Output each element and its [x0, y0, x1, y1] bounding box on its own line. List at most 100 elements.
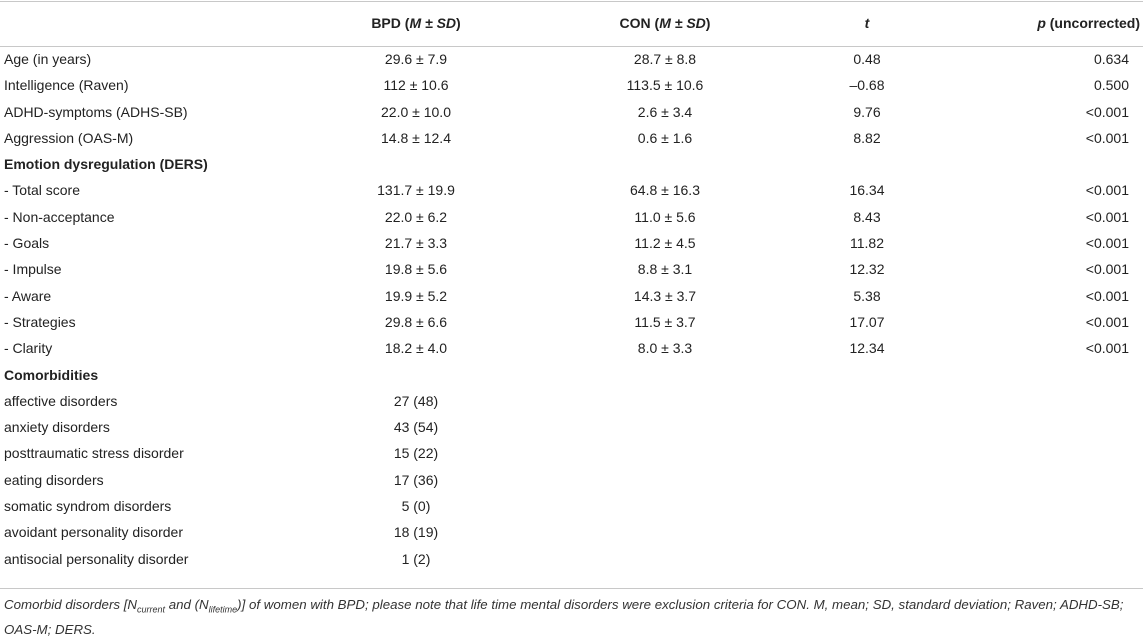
p-value: <0.001 — [1085, 182, 1129, 199]
t-value: 11.82 — [850, 235, 884, 252]
bpd-value: 131.7 ± 19.9 — [377, 182, 455, 199]
table-row: - Goals 21.7 ± 3.3 11.2 ± 4.5 11.82 <0.001 — [0, 231, 1143, 257]
table-row: affective disorders 27 (48) — [0, 389, 1143, 415]
table-body: Age (in years) 29.6 ± 7.9 28.7 ± 8.8 0.48 0.… — [0, 47, 1143, 573]
p-value: <0.001 — [1085, 340, 1129, 357]
con-value: 11.0 ± 5.6 — [634, 208, 696, 225]
table-row: - Aware 19.9 ± 5.2 14.3 ± 3.7 5.38 <0.001 — [0, 284, 1143, 310]
t-value: 8.43 — [853, 208, 881, 225]
footnote-divider — [0, 588, 1143, 589]
p-value: 0.634 — [1093, 51, 1129, 67]
row-label: Emotion dysregulation (DERS) — [4, 156, 208, 173]
table-row: antisocial personality disorder 1 (2) — [0, 547, 1143, 573]
con-value: 113.5 ± 10.6 — [626, 77, 704, 94]
bpd-value: 27 (48) — [393, 392, 439, 409]
row-label: - Clarity — [4, 340, 53, 357]
p-value: <0.001 — [1085, 103, 1129, 120]
t-value: 12.34 — [849, 340, 885, 357]
table-row: - Non-acceptance 22.0 ± 6.2 11.0 ± 5.6 8.43… — [0, 205, 1143, 231]
bpd-value: 112 ± 10.6 — [383, 77, 449, 94]
table-row: Age (in years) 29.6 ± 7.9 28.7 ± 8.8 0.48 0.… — [0, 47, 1143, 73]
p-value: <0.001 — [1085, 129, 1129, 146]
t-value: 16.34 — [849, 182, 885, 199]
con-value: 11.5 ± 3.7 — [634, 313, 696, 330]
bpd-value: 19.8 ± 5.6 — [384, 261, 448, 278]
bpd-value: 17 (36) — [393, 471, 439, 488]
con-value: 64.8 ± 16.3 — [630, 182, 700, 199]
row-label: Aggression (OAS-M) — [4, 129, 134, 146]
table-row: - Impulse 19.8 ± 5.6 8.8 ± 3.1 12.32 <0.001 — [0, 257, 1143, 283]
bpd-value: 43 (54) — [393, 419, 439, 436]
row-label: eating disorders — [4, 471, 104, 488]
header-t: t — [864, 15, 870, 31]
t-value: 9.76 — [853, 103, 881, 120]
p-value: <0.001 — [1085, 208, 1129, 225]
bpd-value: 22.0 ± 6.2 — [384, 208, 448, 225]
table-row: anxiety disorders 43 (54) — [0, 415, 1143, 441]
table-footnote: Comorbid disorders [Ncurrent and (Nlifet… — [4, 597, 1124, 637]
bpd-value: 29.6 ± 7.9 — [384, 51, 448, 67]
header-con: CON (M ± SD) — [619, 15, 711, 31]
row-label: - Strategies — [4, 313, 76, 330]
t-value: 0.48 — [853, 51, 881, 67]
t-value: –0.68 — [849, 77, 885, 94]
row-label: somatic syndrom disorders — [4, 498, 172, 515]
table-row: Intelligence (Raven) 112 ± 10.6 113.5 ± 10… — [0, 73, 1143, 99]
row-label: anxiety disorders — [4, 419, 110, 436]
bpd-value: 1 (2) — [401, 550, 431, 567]
table-row: - Strategies 29.8 ± 6.6 11.5 ± 3.7 17.07 <0.… — [0, 310, 1143, 336]
con-value: 28.7 ± 8.8 — [633, 51, 697, 67]
row-label: antisocial personality disorder — [4, 550, 189, 567]
con-value: 2.6 ± 3.4 — [637, 103, 693, 120]
header-p: p (uncorrected) — [1037, 15, 1140, 31]
table-row: posttraumatic stress disorder 15 (22) — [0, 441, 1143, 467]
con-value: 14.3 ± 3.7 — [633, 287, 697, 304]
row-label: affective disorders — [4, 392, 118, 409]
p-value: <0.001 — [1085, 261, 1129, 278]
row-label: posttraumatic stress disorder — [4, 445, 184, 462]
row-label: - Non-acceptance — [4, 208, 115, 225]
bpd-value: 21.7 ± 3.3 — [384, 235, 448, 252]
table-row: somatic syndrom disorders 5 (0) — [0, 494, 1143, 520]
table-row: avoidant personality disorder 18 (19) — [0, 520, 1143, 546]
row-label: ADHD-symptoms (ADHS-SB) — [4, 103, 188, 120]
row-label: Comorbidities — [4, 366, 99, 383]
row-label: - Total score — [4, 182, 80, 199]
p-value: <0.001 — [1085, 287, 1129, 304]
bpd-value: 29.8 ± 6.6 — [384, 313, 448, 330]
bpd-value: 15 (22) — [393, 445, 439, 462]
con-value: 8.8 ± 3.1 — [637, 261, 693, 278]
con-value: 8.0 ± 3.3 — [637, 340, 693, 357]
row-label: Age (in years) — [4, 51, 92, 67]
row-label: Intelligence (Raven) — [4, 77, 129, 94]
p-value: <0.001 — [1085, 313, 1129, 330]
row-label: - Aware — [4, 287, 52, 304]
t-value: 5.38 — [853, 287, 881, 304]
bpd-value: 14.8 ± 12.4 — [381, 129, 451, 146]
bpd-value: 18 (19) — [393, 524, 439, 541]
table-row: - Total score 131.7 ± 19.9 64.8 ± 16.3 16.3… — [0, 178, 1143, 204]
con-value: 11.2 ± 4.5 — [634, 235, 696, 252]
table-row: - Clarity 18.2 ± 4.0 8.0 ± 3.3 12.34 <0.001 — [0, 336, 1143, 362]
row-label: avoidant personality disorder — [4, 524, 183, 541]
bpd-value: 22.0 ± 10.0 — [381, 103, 451, 120]
p-value: <0.001 — [1085, 235, 1129, 252]
table-row: ADHD-symptoms (ADHS-SB) 22.0 ± 10.0 2.6 ± … — [0, 100, 1143, 126]
table-row: eating disorders 17 (36) — [0, 468, 1143, 494]
header-bpd: BPD (M ± SD) — [371, 15, 461, 31]
row-label: - Goals — [4, 235, 50, 252]
bpd-value: 5 (0) — [401, 498, 431, 515]
t-value: 17.07 — [849, 313, 885, 330]
bpd-value: 18.2 ± 4.0 — [384, 340, 448, 357]
p-value: 0.500 — [1093, 77, 1129, 94]
t-value: 8.82 — [853, 129, 881, 146]
table-header: BPD (M ± SD) CON (M ± SD) t p (uncorrect… — [0, 1, 1143, 47]
row-label: - Impulse — [4, 261, 62, 278]
t-value: 12.32 — [849, 261, 885, 278]
bpd-value: 19.9 ± 5.2 — [384, 287, 448, 304]
results-table: BPD (M ± SD) CON (M ± SD) t p (uncorrect… — [0, 1, 1143, 573]
table-row: Aggression (OAS-M) 14.8 ± 12.4 0.6 ± 1.6 8.… — [0, 126, 1143, 152]
section-row: Emotion dysregulation (DERS) — [0, 152, 1143, 178]
con-value: 0.6 ± 1.6 — [637, 129, 693, 146]
section-row: Comorbidities — [0, 363, 1143, 389]
